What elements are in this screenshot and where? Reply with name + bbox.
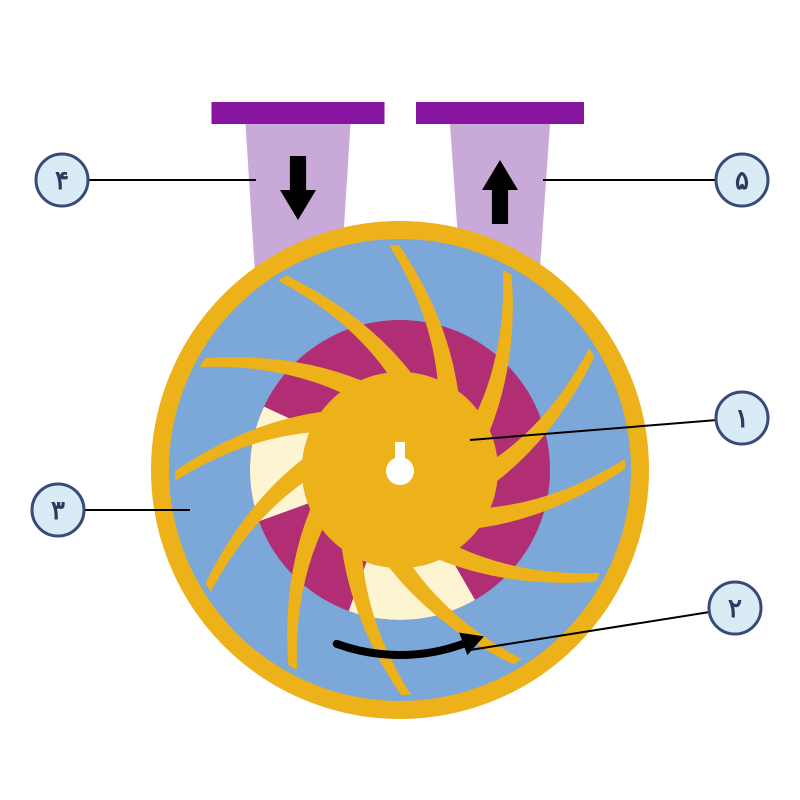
- callout-c3: ٣: [32, 484, 84, 536]
- outlet-flange: [416, 102, 584, 124]
- callout-c4: ۴: [36, 154, 88, 206]
- callout-c2: ٢: [709, 582, 761, 634]
- callout-label: ٣: [51, 495, 65, 525]
- pump-diagram: ١ ٢ ٣ ۴ ۵: [0, 0, 800, 800]
- callout-c5: ۵: [716, 154, 768, 206]
- callout-c1: ١: [716, 392, 768, 444]
- inlet-flange: [212, 102, 385, 124]
- callout-label: ١: [735, 403, 749, 433]
- callout-label: ۴: [55, 165, 69, 195]
- callout-label: ٢: [728, 593, 742, 623]
- casing: [160, 230, 640, 710]
- callout-label: ۵: [735, 165, 749, 195]
